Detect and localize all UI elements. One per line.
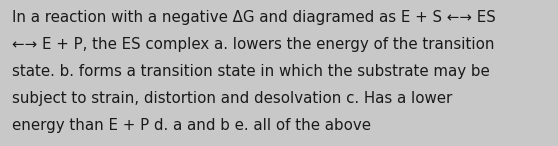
Text: subject to strain, distortion and desolvation c. Has a lower: subject to strain, distortion and desolv… (12, 91, 453, 106)
Text: state. b. forms a transition state in which the substrate may be: state. b. forms a transition state in wh… (12, 64, 490, 79)
Text: ←→ E + P, the ES complex a. lowers the energy of the transition: ←→ E + P, the ES complex a. lowers the e… (12, 37, 495, 52)
Text: energy than E + P d. a and b e. all of the above: energy than E + P d. a and b e. all of t… (12, 118, 371, 133)
Text: In a reaction with a negative ΔG and diagramed as E + S ←→ ES: In a reaction with a negative ΔG and dia… (12, 10, 496, 25)
